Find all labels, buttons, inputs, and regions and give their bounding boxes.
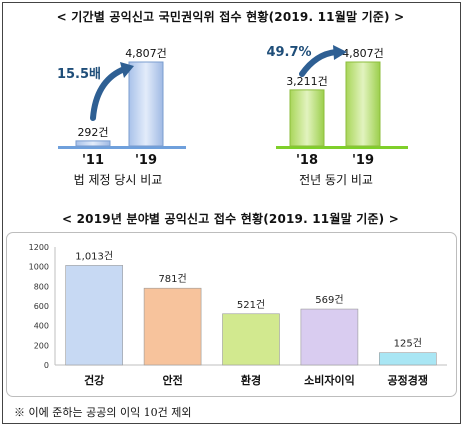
category-label: '19 [352,153,374,168]
footnote: ※ 이에 준하는 공공의 이익 10건 제외 [14,406,192,419]
bar-0 [289,89,325,147]
growth-arrowhead [333,45,347,60]
bar-value-label: 781건 [158,273,186,285]
bar-value-label: 292건 [77,126,108,139]
growth-label: 49.7% [266,45,311,60]
bar-3 [300,308,359,366]
bar-value-label: 1,013건 [75,250,113,262]
y-tick-label: 1000 [29,263,49,272]
category-label: 소비자이익 [304,373,355,387]
bar-1 [128,61,164,147]
category-label: 공정경쟁 [388,373,428,387]
bar-2 [222,313,280,366]
bar-0 [75,140,111,147]
growth-arrow [90,67,125,121]
bottom-section-title: < 2019년 분야별 공익신고 접수 현황(2019. 11월말 기준) > [62,212,399,226]
category-label: 건강 [84,373,104,387]
y-tick-label: 1200 [29,243,49,252]
bar-1 [345,61,381,147]
category-label: '18 [296,153,318,168]
bar-value-label: 4,807건 [342,47,384,60]
y-tick-label: 200 [34,341,49,350]
baseline [58,146,186,149]
category-label: 안전 [162,373,182,387]
right-chart-caption: 전년 동기 비교 [299,173,373,187]
category-label: 환경 [241,373,261,387]
bar-value-label: 4,807건 [125,47,167,60]
y-tick-label: 0 [44,361,49,370]
bar-value-label: 125건 [394,338,422,350]
baseline [276,146,408,149]
y-tick-label: 800 [34,282,49,291]
y-tick-label: 600 [34,302,49,311]
bar-1 [143,287,202,366]
growth-arrow [299,49,339,77]
growth-arrowhead [120,62,134,78]
bar-4 [378,352,437,366]
growth-label: 15.5배 [57,66,101,82]
top-section-title: < 기간별 공익신고 국민권익위 접수 현황(2019. 11월말 기준) > [56,10,405,24]
bar-0 [65,265,124,366]
bar-value-label: 521건 [237,299,265,311]
left-chart-caption: 법 제정 당시 비교 [73,173,163,187]
bar-value-label: 3,211건 [286,75,328,88]
bar-value-label: 569건 [315,294,343,306]
top-charts: 292건 '11 4,807건 '19 15.5배 3,211건 '18 4,807건 '19… [57,45,408,168]
category-label: '11 [82,153,104,168]
y-tick-label: 400 [34,322,49,331]
category-label: '19 [135,153,157,168]
